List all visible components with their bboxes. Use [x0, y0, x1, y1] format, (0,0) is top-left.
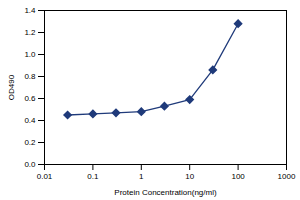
svg-text:0.8: 0.8 [24, 72, 36, 81]
svg-text:10: 10 [185, 172, 194, 181]
svg-text:0.6: 0.6 [24, 94, 36, 103]
svg-text:0.1: 0.1 [87, 172, 99, 181]
svg-text:1000: 1000 [278, 172, 296, 181]
svg-text:1.4: 1.4 [24, 6, 36, 15]
svg-text:1.0: 1.0 [24, 50, 36, 59]
svg-text:0.4: 0.4 [24, 116, 36, 125]
svg-text:OD490: OD490 [7, 74, 16, 100]
svg-text:1.2: 1.2 [24, 28, 36, 37]
svg-text:0.0: 0.0 [24, 160, 36, 169]
svg-text:0.2: 0.2 [24, 138, 36, 147]
svg-text:Protein Concentration(ng/ml): Protein Concentration(ng/ml) [114, 188, 217, 197]
svg-text:1: 1 [139, 172, 144, 181]
svg-text:100: 100 [231, 172, 245, 181]
svg-text:0.01: 0.01 [37, 172, 53, 181]
